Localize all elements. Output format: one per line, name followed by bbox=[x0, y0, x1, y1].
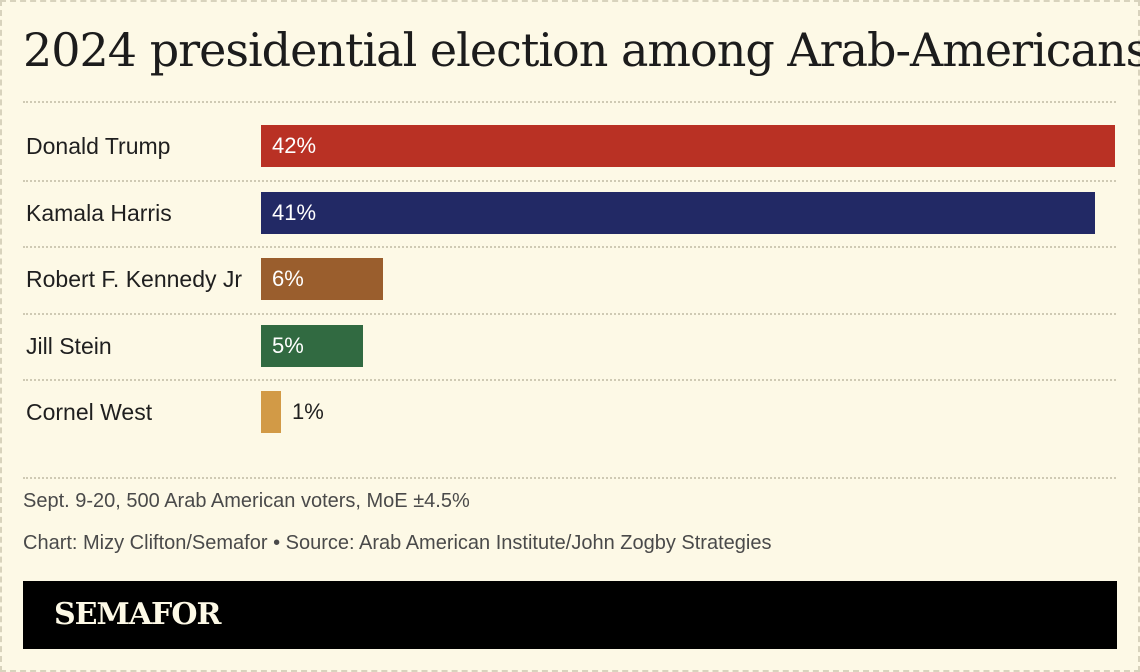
row-divider bbox=[23, 313, 1116, 315]
bar bbox=[261, 324, 363, 367]
row-divider bbox=[23, 180, 1116, 182]
title-divider bbox=[23, 101, 1116, 103]
value-label: 6% bbox=[272, 266, 304, 291]
row-divider bbox=[23, 379, 1116, 381]
category-label: Cornel West bbox=[26, 399, 153, 425]
bar bbox=[261, 258, 383, 300]
category-label: Donald Trump bbox=[26, 133, 171, 159]
footer-bar: SEMAFOR bbox=[23, 581, 1117, 649]
value-label: 1% bbox=[292, 399, 324, 424]
value-label: 5% bbox=[272, 332, 304, 358]
chart-title: 2024 presidential election among Arab-Am… bbox=[23, 23, 1140, 77]
bar bbox=[261, 125, 1115, 167]
survey-note: Sept. 9-20, 500 Arab American voters, Mo… bbox=[23, 490, 470, 512]
semafor-logo: SEMAFOR bbox=[54, 597, 221, 632]
category-label: Kamala Harris bbox=[26, 199, 172, 226]
value-label: 42% bbox=[272, 133, 317, 158]
row-divider bbox=[23, 246, 1116, 248]
category-label: Robert F. Kennedy Jr bbox=[26, 266, 243, 292]
chart-bottom-divider bbox=[23, 477, 1116, 479]
value-label: 41% bbox=[272, 199, 317, 225]
source-credit: Chart: Mizy Clifton/Semafor • Source: Ar… bbox=[23, 532, 772, 554]
bar bbox=[261, 191, 1095, 234]
bar bbox=[261, 391, 281, 433]
category-label: Jill Stein bbox=[26, 332, 112, 359]
